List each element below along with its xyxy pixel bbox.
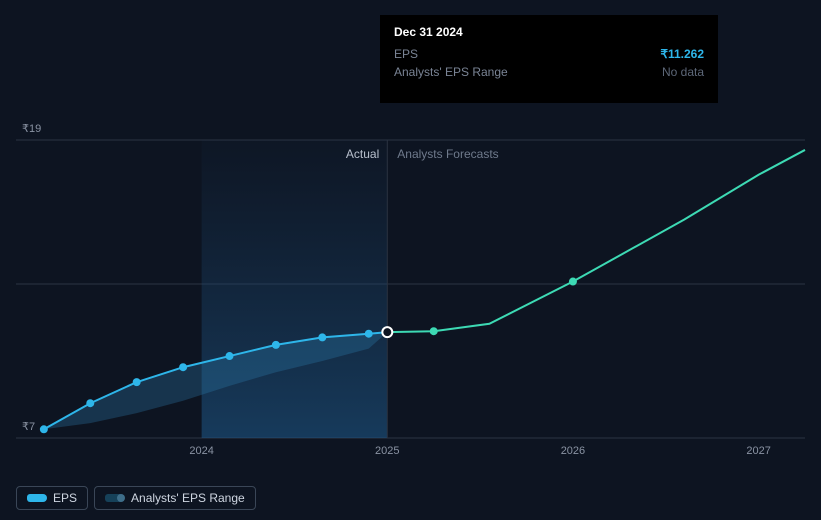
eps-actual-marker — [365, 330, 373, 338]
tooltip-row-label: EPS — [394, 45, 418, 63]
eps-forecast-marker — [569, 278, 577, 286]
tooltip-title: Dec 31 2024 — [394, 25, 704, 39]
eps-actual-marker — [40, 425, 48, 433]
tooltip-row: Analysts' EPS Range No data — [394, 63, 704, 81]
legend: EPS Analysts' EPS Range — [16, 486, 256, 510]
legend-swatch — [105, 494, 123, 502]
eps-forecast-marker — [430, 327, 438, 335]
eps-actual-marker — [133, 378, 141, 386]
legend-item-range[interactable]: Analysts' EPS Range — [94, 486, 256, 510]
hover-band — [202, 140, 388, 438]
eps-actual-marker — [318, 333, 326, 341]
tooltip-row: EPS ₹11.262 — [394, 45, 704, 63]
y-tick-label: ₹7 — [22, 421, 35, 433]
tooltip-rows: EPS ₹11.262 Analysts' EPS Range No data — [394, 45, 704, 81]
actual-label: Actual — [346, 147, 379, 161]
tooltip-row-label: Analysts' EPS Range — [394, 63, 508, 81]
legend-swatch — [27, 494, 45, 502]
tooltip-row-value: No data — [662, 63, 704, 81]
legend-label: EPS — [53, 491, 77, 505]
chart-tooltip: Dec 31 2024 EPS₹11.262Analysts' EPS Rang… — [380, 15, 718, 103]
legend-item-eps[interactable]: EPS — [16, 486, 88, 510]
eps-actual-marker — [179, 363, 187, 371]
x-tick-label: 2027 — [746, 445, 770, 457]
x-tick-label: 2026 — [561, 445, 585, 457]
eps-forecast-line — [387, 150, 805, 332]
forecast-label: Analysts Forecasts — [397, 147, 498, 161]
legend-label: Analysts' EPS Range — [131, 491, 245, 505]
cursor-marker — [382, 327, 392, 337]
tooltip-row-value: ₹11.262 — [660, 45, 704, 63]
x-tick-label: 2025 — [375, 445, 399, 457]
x-tick-label: 2024 — [189, 445, 213, 457]
eps-actual-marker — [86, 399, 94, 407]
eps-actual-marker — [225, 352, 233, 360]
eps-chart: ₹7 ₹19 Actual Analysts Forecasts 2024 2025 202… — [0, 0, 821, 520]
y-tick-label: ₹19 — [22, 123, 41, 135]
eps-actual-marker — [272, 341, 280, 349]
